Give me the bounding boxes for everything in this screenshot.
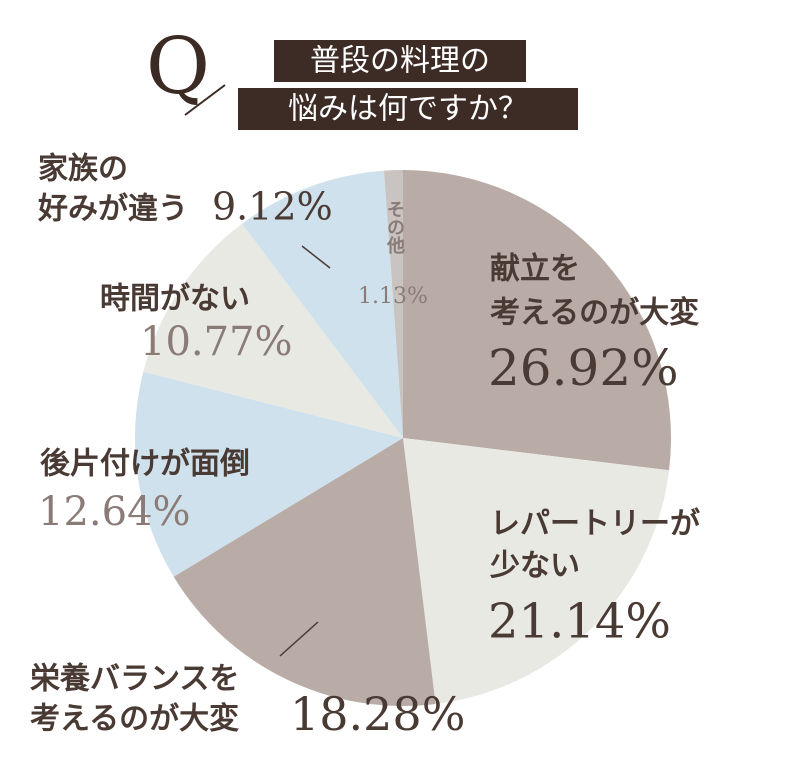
pie-slice: [134, 371, 403, 577]
pie-slice: [403, 170, 672, 471]
value-label: 21.14%: [488, 594, 671, 650]
slice-label: レパートリーが: [490, 507, 700, 542]
slice-label: 後片付けが面倒: [40, 447, 250, 482]
slice-label: 少ない: [490, 549, 580, 584]
chart-title: 普段の料理の: [310, 44, 490, 79]
slice-label: 考えるのが大変: [490, 296, 699, 331]
slice-label: 献立を: [490, 252, 580, 287]
slice-label: 栄養バランスを: [30, 662, 239, 697]
value-label: 1.13%: [358, 284, 428, 309]
slice-label: 時間がない: [100, 282, 250, 317]
pie-slice: [242, 170, 403, 438]
value-label: 12.64%: [38, 489, 191, 535]
slice-label: 好みが違う: [37, 192, 188, 227]
title-box: [238, 88, 578, 130]
pie: [134, 170, 672, 706]
q-tail: [184, 84, 226, 116]
chart-title: 悩みは何ですか？: [288, 92, 528, 127]
slice-label: 考えるのが大変: [30, 702, 239, 737]
leader-line: [301, 245, 331, 269]
pie-slice: [403, 438, 670, 705]
value-label: 10.77%: [140, 319, 293, 365]
pie-slice: [143, 223, 403, 438]
q-marker: Q: [146, 22, 210, 112]
pie-slice: [383, 170, 403, 438]
value-label: 26.92%: [488, 339, 679, 397]
slice-label: その他: [384, 200, 406, 254]
value-label: 18.28%: [290, 687, 465, 741]
pie-slice: [173, 438, 436, 706]
leader-line: [279, 621, 319, 657]
value-label: 9.12%: [212, 185, 333, 229]
title-box: [274, 40, 526, 82]
slice-label: 家族の: [38, 152, 128, 187]
